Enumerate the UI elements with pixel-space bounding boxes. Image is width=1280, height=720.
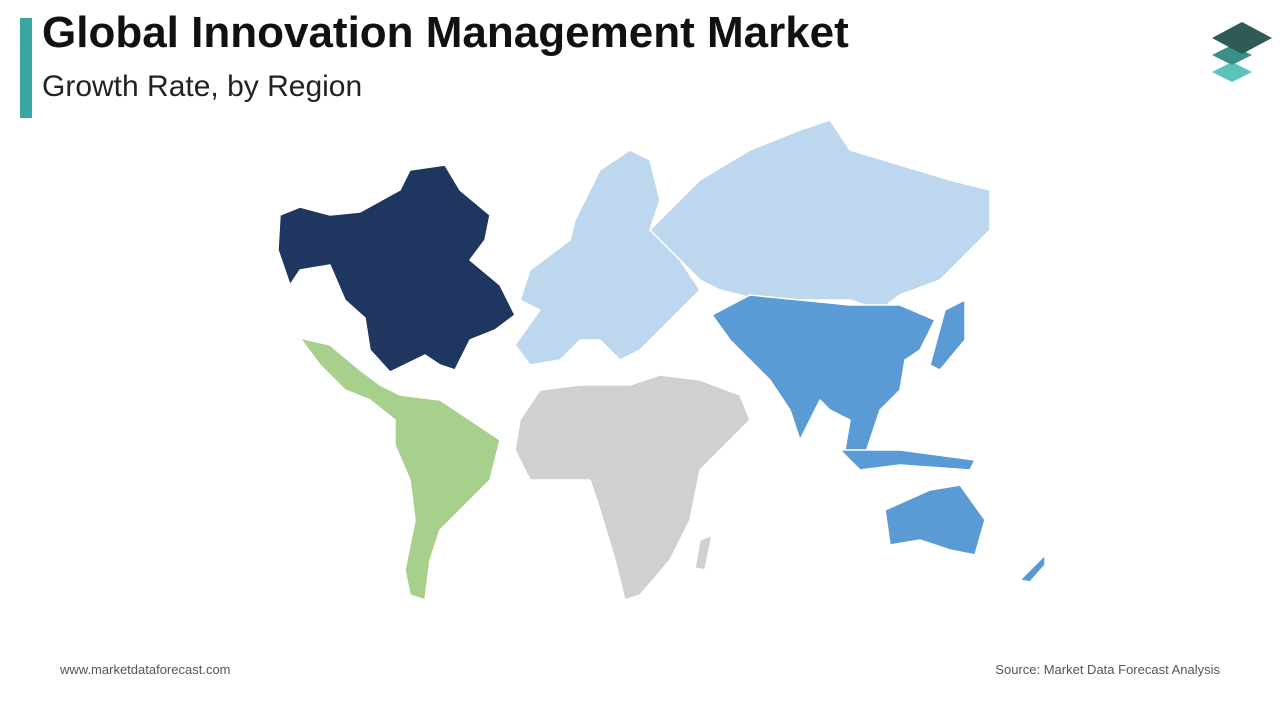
latin-america <box>299 337 501 601</box>
australia <box>884 484 986 556</box>
subtitle: Growth Rate, by Region <box>42 70 363 103</box>
indonesia <box>839 449 976 471</box>
africa-middle-east <box>514 374 751 601</box>
europe <box>514 149 701 366</box>
title: Global Innovation Management Market <box>42 8 849 57</box>
russia <box>649 119 991 311</box>
asia <box>711 294 936 471</box>
madagascar <box>694 534 713 571</box>
website: www.marketdataforecast.com <box>60 662 231 677</box>
japan <box>929 299 966 371</box>
new-zealand <box>1019 554 1046 583</box>
accent-bar <box>20 18 32 118</box>
north-america <box>277 164 516 373</box>
logo <box>1212 22 1272 82</box>
source: Source: Market Data Forecast Analysis <box>995 662 1220 677</box>
